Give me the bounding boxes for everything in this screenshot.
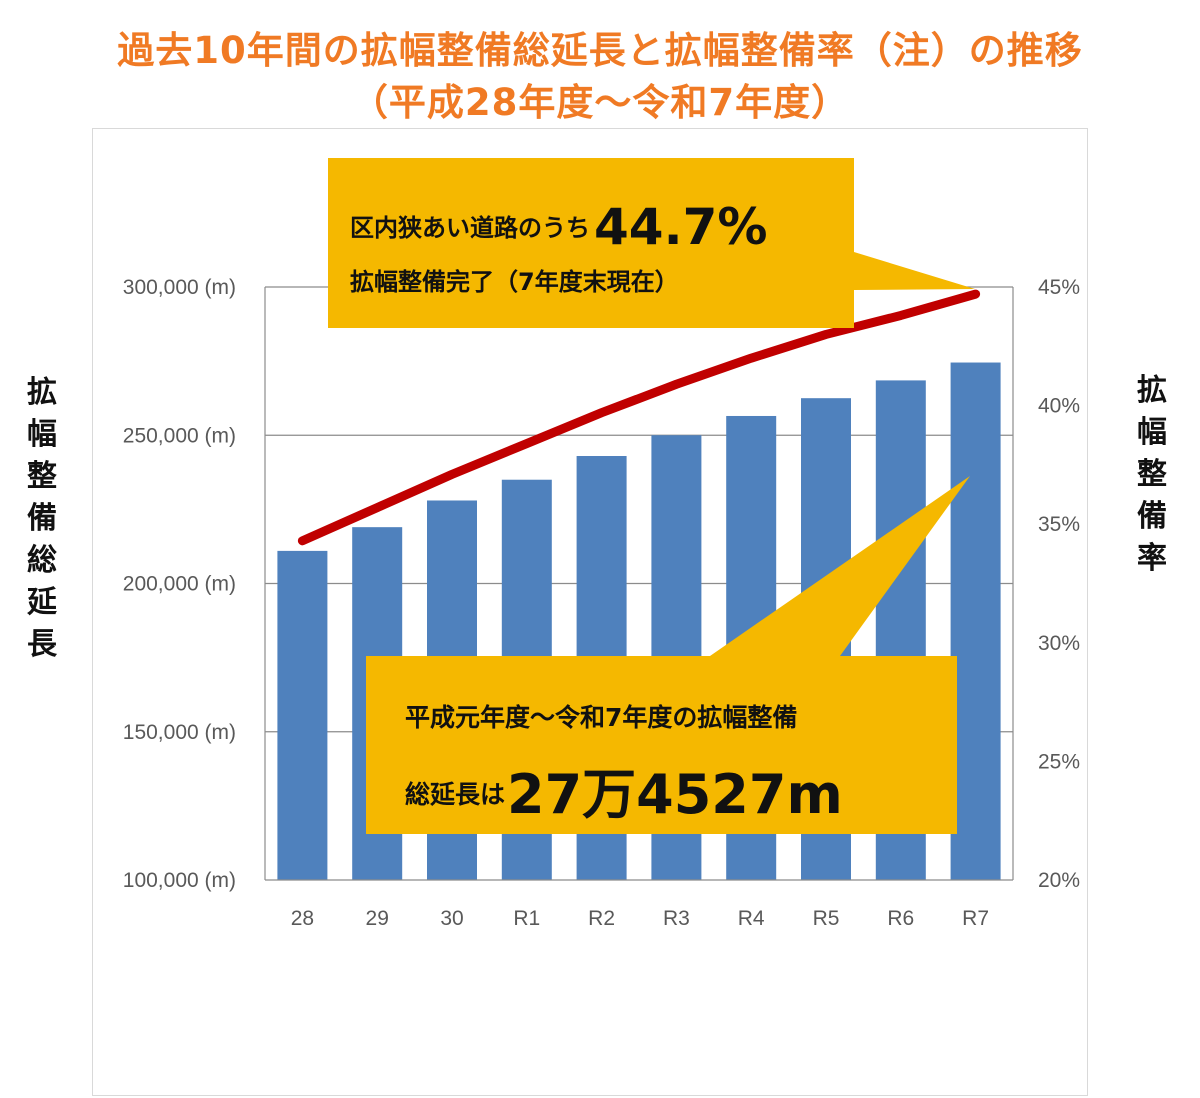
y-axis-left-label-char: 整 — [27, 459, 57, 494]
y-right-tick-label: 25% — [1038, 750, 1080, 773]
y-axis-right-label: 拡幅整備率 — [1132, 370, 1172, 580]
callout-top-box — [328, 158, 975, 328]
y-axis-right-label-char: 備 — [1137, 499, 1167, 534]
x-tick-label: R3 — [663, 907, 690, 930]
y-axis-left-label: 拡幅整備総延長 — [22, 372, 62, 666]
x-tick-label: R4 — [738, 907, 765, 930]
rate-line — [297, 289, 981, 546]
bar — [277, 550, 328, 880]
y-axis-left-label-char: 備 — [27, 501, 57, 536]
callout-top-prefix: 区内狭あい道路のうち — [350, 214, 590, 242]
y-left-tick-label: 200,000 (m) — [123, 573, 236, 596]
x-tick-label: R2 — [588, 907, 615, 930]
x-tick-label: 30 — [440, 907, 463, 930]
callout-bottom-line2: 総延長は27万4527m — [405, 750, 843, 829]
x-tick-label: R7 — [962, 907, 989, 930]
y-left-tick-label: 150,000 (m) — [123, 721, 236, 744]
y-left-tick-label: 300,000 (m) — [123, 276, 236, 299]
x-tick-label: 29 — [366, 907, 389, 930]
callout-bottom-box — [366, 476, 970, 834]
x-tick-label: 28 — [291, 907, 314, 930]
y-left-tick-label: 100,000 (m) — [123, 869, 236, 892]
callout-bottom-highlight: 27万4527m — [507, 763, 843, 826]
callout-top-line1: 区内狭あい道路のうち44.7% — [350, 198, 767, 256]
callout-bottom-prefix: 総延長は — [405, 780, 506, 809]
y-right-tick-label: 40% — [1038, 395, 1080, 418]
y-axis-right-label-char: 幅 — [1137, 415, 1167, 450]
y-axis-left-label-char: 延 — [27, 585, 57, 620]
y-right-tick-label: 20% — [1038, 869, 1080, 892]
x-tick-label: R1 — [513, 907, 540, 930]
y-right-tick-label: 35% — [1038, 513, 1080, 536]
y-axis-right-label-char: 率 — [1137, 541, 1167, 576]
y-right-tick-label: 45% — [1038, 276, 1080, 299]
y-axis-left-label-char: 拡 — [27, 375, 57, 410]
chart-frame — [92, 128, 1088, 1096]
y-left-tick-label: 250,000 (m) — [123, 424, 236, 447]
y-axis-left-label-char: 総 — [27, 543, 57, 578]
callout-top-line2: 拡幅整備完了（7年度末現在） — [350, 268, 679, 296]
y-right-tick-label: 30% — [1038, 632, 1080, 655]
callout-bottom-line1: 平成元年度～令和7年度の拡幅整備 — [405, 703, 798, 732]
y-axis-left-label-char: 長 — [27, 627, 57, 662]
chart-title: 過去10年間の拡幅整備総延長と拡幅整備率（注）の推移 — [117, 29, 1083, 72]
y-axis-right-label-char: 整 — [1137, 457, 1167, 492]
bar — [950, 362, 1001, 880]
x-tick-label: R5 — [813, 907, 840, 930]
callout-top-highlight: 44.7% — [594, 198, 768, 256]
x-tick-label: R6 — [887, 907, 914, 930]
y-axis-right-label-char: 拡 — [1137, 373, 1167, 408]
chart-subtitle: （平成28年度～令和7年度） — [350, 81, 850, 124]
y-axis-left-label-char: 幅 — [27, 417, 57, 452]
